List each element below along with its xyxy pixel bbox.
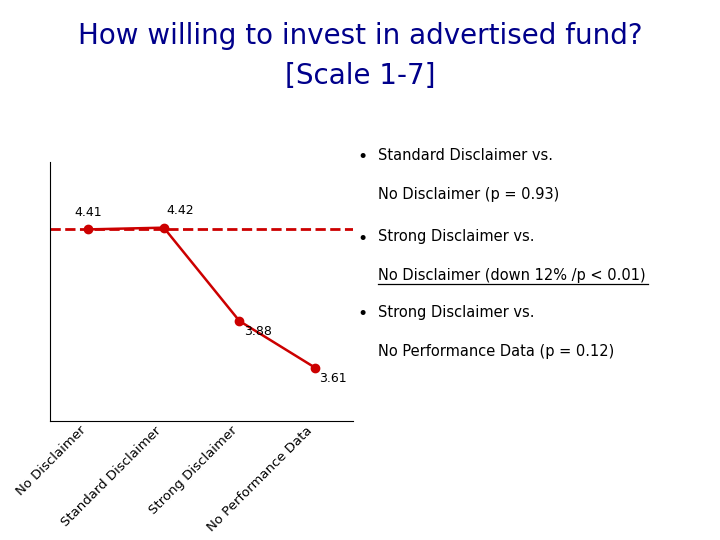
Text: No Disclaimer (down 12% /p < 0.01): No Disclaimer (down 12% /p < 0.01) bbox=[378, 268, 646, 284]
Text: [Scale 1-7]: [Scale 1-7] bbox=[284, 62, 436, 90]
Text: •: • bbox=[357, 230, 367, 247]
Text: No Disclaimer (p = 0.93): No Disclaimer (p = 0.93) bbox=[378, 187, 559, 202]
Text: •: • bbox=[357, 148, 367, 166]
Text: 3.61: 3.61 bbox=[320, 372, 347, 385]
Text: Strong Disclaimer vs.: Strong Disclaimer vs. bbox=[378, 305, 534, 320]
Text: How willing to invest in advertised fund?: How willing to invest in advertised fund… bbox=[78, 22, 642, 50]
Text: 3.88: 3.88 bbox=[244, 325, 272, 338]
Text: 4.42: 4.42 bbox=[167, 204, 194, 217]
Text: •: • bbox=[357, 305, 367, 323]
Text: No Performance Data (p = 0.12): No Performance Data (p = 0.12) bbox=[378, 344, 614, 359]
Text: Standard Disclaimer vs.: Standard Disclaimer vs. bbox=[378, 148, 553, 164]
Text: Strong Disclaimer vs.: Strong Disclaimer vs. bbox=[378, 230, 534, 245]
Text: 4.41: 4.41 bbox=[75, 206, 102, 219]
